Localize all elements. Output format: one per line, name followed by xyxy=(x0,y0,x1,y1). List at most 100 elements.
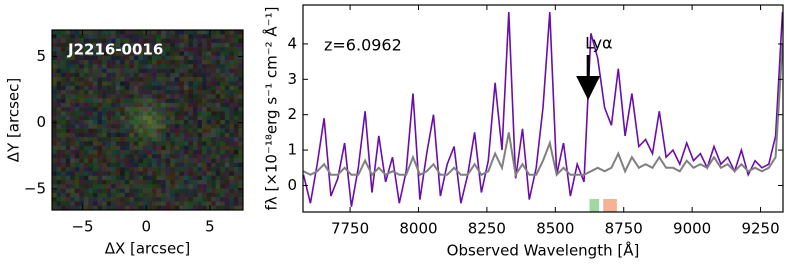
pixel xyxy=(224,167,230,172)
pixel xyxy=(220,55,226,61)
pixel xyxy=(206,38,212,44)
pixel xyxy=(97,154,103,159)
pixel xyxy=(106,34,112,39)
pixel xyxy=(215,132,221,138)
pixel xyxy=(179,55,185,61)
pixel xyxy=(111,77,116,82)
pixel xyxy=(97,30,103,35)
plot-frame xyxy=(51,29,244,211)
pixel xyxy=(165,102,171,108)
pixel xyxy=(106,60,112,65)
pixel xyxy=(83,34,89,39)
pixel xyxy=(161,180,166,185)
pixel xyxy=(142,115,148,121)
pixel xyxy=(92,137,98,142)
pixel xyxy=(211,94,217,99)
pixel xyxy=(220,98,226,104)
pixel xyxy=(152,180,157,185)
pixel xyxy=(83,55,89,61)
pixel xyxy=(133,184,139,189)
pixel xyxy=(202,51,207,57)
pixel xyxy=(70,47,76,52)
pixel xyxy=(156,47,162,52)
pixel xyxy=(220,162,226,168)
pixel xyxy=(74,192,80,198)
pixel xyxy=(102,55,107,61)
pixel xyxy=(233,51,239,57)
pixel xyxy=(224,124,230,129)
pixel xyxy=(152,111,157,117)
pixel xyxy=(147,167,153,172)
pixel xyxy=(174,30,180,35)
pixel xyxy=(206,72,212,78)
pixel xyxy=(152,197,157,202)
pixel xyxy=(215,98,221,104)
pixel xyxy=(224,107,230,112)
pixel xyxy=(70,124,76,129)
pixel xyxy=(142,60,148,65)
pixel xyxy=(202,115,207,121)
pixel xyxy=(102,64,107,69)
pixel xyxy=(192,85,198,91)
pixel xyxy=(83,64,89,69)
pixel xyxy=(97,60,103,65)
pixel xyxy=(170,85,176,91)
pixel xyxy=(238,205,244,211)
pixel xyxy=(229,192,235,198)
pixel xyxy=(70,72,76,78)
pixel xyxy=(52,175,57,181)
pixel xyxy=(61,34,66,39)
pixel xyxy=(120,197,126,202)
pixel xyxy=(165,180,171,185)
pixel xyxy=(133,180,139,185)
pixel xyxy=(188,98,194,104)
pixel xyxy=(70,111,76,117)
pixel xyxy=(152,162,157,168)
pixel xyxy=(156,51,162,57)
pixel xyxy=(111,188,116,194)
pixel xyxy=(83,30,89,35)
pixel xyxy=(74,94,80,99)
pixel xyxy=(74,47,80,52)
pixel xyxy=(92,34,98,39)
pixel xyxy=(74,72,80,78)
pixel xyxy=(197,47,203,52)
pixel xyxy=(138,201,144,207)
pixel xyxy=(165,175,171,181)
pixel xyxy=(74,145,80,151)
pixel xyxy=(61,124,66,129)
pixel xyxy=(215,188,221,194)
pixel xyxy=(79,150,85,155)
pixel xyxy=(174,85,180,91)
pixel xyxy=(79,77,85,82)
pixel xyxy=(138,167,144,172)
pixel xyxy=(111,201,116,207)
pixel xyxy=(133,128,139,134)
pixel xyxy=(211,55,217,61)
spectrum-line xyxy=(303,43,783,178)
pixel xyxy=(61,60,66,65)
pixel xyxy=(133,162,139,168)
pixel xyxy=(92,68,98,74)
pixel xyxy=(88,30,94,35)
pixel xyxy=(111,197,116,202)
pixel xyxy=(56,64,62,69)
pixel xyxy=(106,137,112,142)
pixel xyxy=(152,77,157,82)
pixel xyxy=(215,150,221,155)
pixel xyxy=(233,180,239,185)
pixel xyxy=(174,38,180,44)
pixel xyxy=(106,167,112,172)
pixel xyxy=(56,150,62,155)
pixel xyxy=(120,42,126,48)
pixel xyxy=(161,124,166,129)
pixel xyxy=(174,184,180,189)
pixel xyxy=(165,162,171,168)
pixel xyxy=(152,128,157,134)
pixel xyxy=(220,47,226,52)
pixel xyxy=(165,98,171,104)
pixel xyxy=(211,72,217,78)
pixel xyxy=(170,150,176,155)
